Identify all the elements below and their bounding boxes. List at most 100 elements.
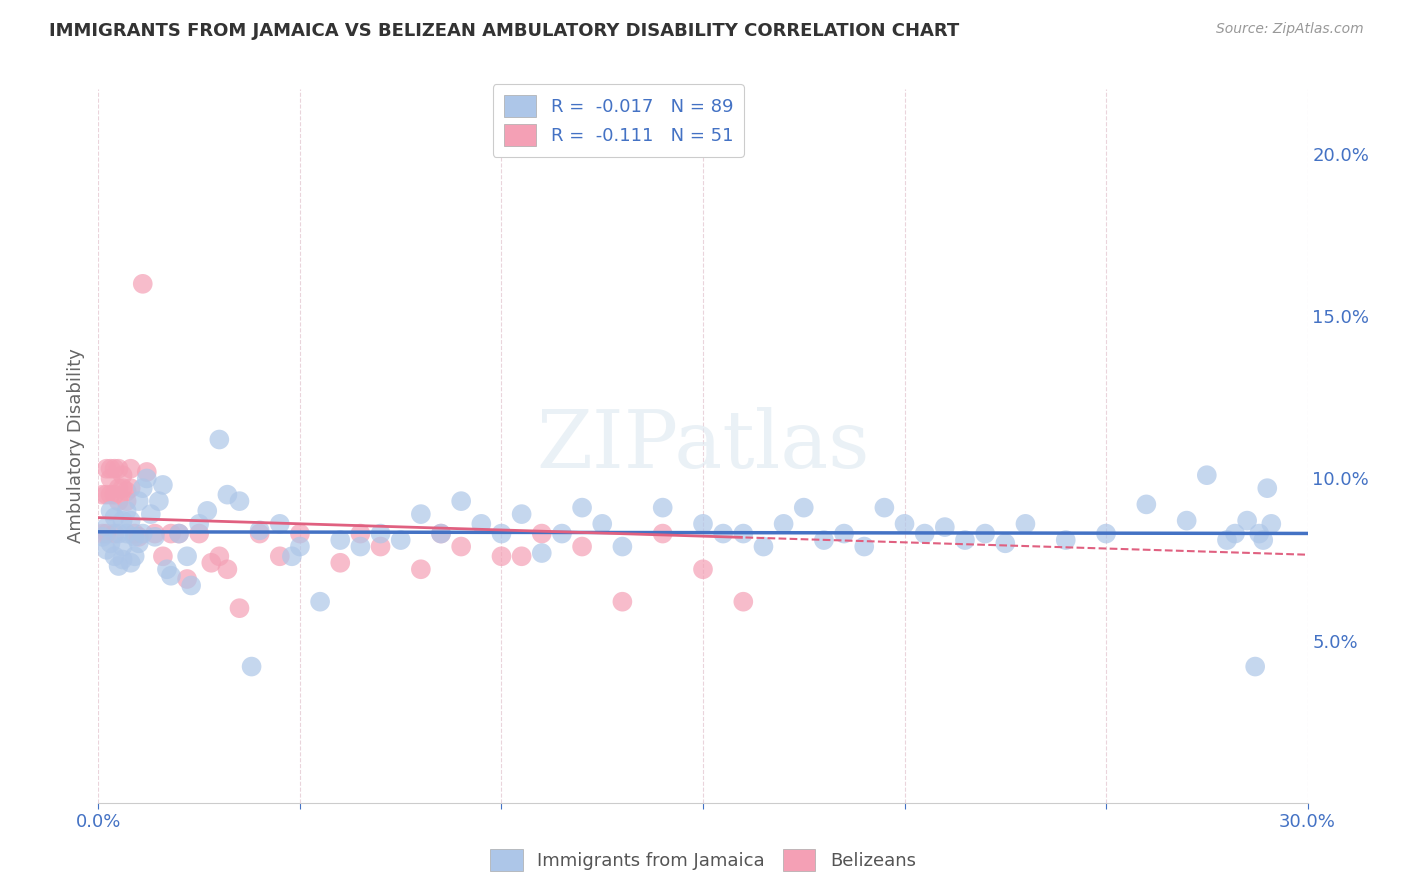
Point	[217, 488, 239, 502]
Point	[329, 533, 352, 547]
Point	[994, 536, 1017, 550]
Point	[107, 494, 129, 508]
Point	[111, 552, 134, 566]
Point	[733, 595, 755, 609]
Point	[853, 540, 876, 554]
Point	[96, 542, 118, 557]
Text: IMMIGRANTS FROM JAMAICA VS BELIZEAN AMBULATORY DISABILITY CORRELATION CHART: IMMIGRANTS FROM JAMAICA VS BELIZEAN AMBU…	[49, 22, 959, 40]
Point	[249, 526, 271, 541]
Point	[111, 540, 134, 554]
Point	[103, 526, 125, 541]
Point	[349, 540, 371, 554]
Point	[914, 526, 936, 541]
Point	[1251, 533, 1274, 547]
Point	[953, 533, 976, 547]
Point	[111, 468, 134, 483]
Point	[107, 481, 129, 495]
Point	[772, 516, 794, 531]
Point	[389, 533, 412, 547]
Point	[651, 526, 673, 541]
Point	[1244, 659, 1267, 673]
Point	[120, 514, 142, 528]
Point	[128, 494, 150, 508]
Point	[91, 530, 114, 544]
Point	[450, 540, 472, 554]
Point	[450, 494, 472, 508]
Point	[103, 488, 125, 502]
Point	[1195, 468, 1218, 483]
Point	[208, 549, 231, 564]
Point	[409, 562, 432, 576]
Point	[96, 488, 118, 502]
Point	[176, 572, 198, 586]
Point	[692, 562, 714, 576]
Point	[309, 595, 332, 609]
Point	[1256, 481, 1278, 495]
Y-axis label: Ambulatory Disability: Ambulatory Disability	[66, 349, 84, 543]
Point	[139, 507, 162, 521]
Point	[115, 526, 138, 541]
Point	[370, 526, 392, 541]
Point	[132, 481, 155, 495]
Point	[96, 520, 118, 534]
Point	[103, 510, 125, 524]
Point	[148, 494, 170, 508]
Point	[1216, 533, 1239, 547]
Point	[96, 461, 118, 475]
Text: Source: ZipAtlas.com: Source: ZipAtlas.com	[1216, 22, 1364, 37]
Point	[1095, 526, 1118, 541]
Point	[103, 549, 125, 564]
Point	[200, 556, 222, 570]
Point	[132, 277, 155, 291]
Point	[128, 530, 150, 544]
Point	[269, 516, 291, 531]
Point	[692, 516, 714, 531]
Point	[115, 504, 138, 518]
Point	[103, 461, 125, 475]
Point	[152, 478, 174, 492]
Point	[188, 526, 211, 541]
Point	[107, 559, 129, 574]
Point	[893, 516, 915, 531]
Point	[107, 461, 129, 475]
Point	[167, 526, 190, 541]
Point	[1014, 516, 1036, 531]
Point	[100, 471, 122, 485]
Point	[128, 536, 150, 550]
Point	[430, 526, 453, 541]
Point	[120, 556, 142, 570]
Point	[733, 526, 755, 541]
Point	[370, 540, 392, 554]
Point	[530, 546, 553, 560]
Point	[813, 533, 835, 547]
Point	[195, 504, 218, 518]
Point	[409, 507, 432, 521]
Point	[1260, 516, 1282, 531]
Point	[115, 484, 138, 499]
Point	[249, 524, 271, 538]
Point	[1249, 526, 1271, 541]
Point	[115, 494, 138, 508]
Point	[156, 562, 179, 576]
Point	[349, 526, 371, 541]
Point	[188, 516, 211, 531]
Point	[120, 461, 142, 475]
Point	[100, 488, 122, 502]
Point	[100, 461, 122, 475]
Point	[281, 549, 304, 564]
Point	[176, 549, 198, 564]
Point	[288, 540, 311, 554]
Point	[160, 526, 183, 541]
Point	[873, 500, 896, 515]
Point	[612, 595, 634, 609]
Point	[100, 536, 122, 550]
Point	[269, 549, 291, 564]
Point	[135, 471, 157, 485]
Point	[711, 526, 734, 541]
Point	[111, 481, 134, 495]
Point	[143, 530, 166, 544]
Point	[1135, 497, 1157, 511]
Point	[120, 481, 142, 495]
Point	[288, 526, 311, 541]
Point	[1236, 514, 1258, 528]
